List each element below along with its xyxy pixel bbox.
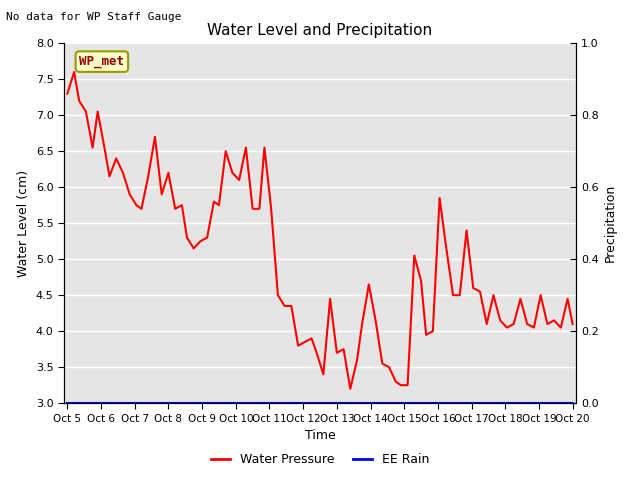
Title: Water Level and Precipitation: Water Level and Precipitation	[207, 23, 433, 38]
Y-axis label: Precipitation: Precipitation	[604, 184, 617, 263]
Text: No data for WP Staff Gauge: No data for WP Staff Gauge	[6, 12, 182, 22]
Legend: Water Pressure, EE Rain: Water Pressure, EE Rain	[206, 448, 434, 471]
Y-axis label: Water Level (cm): Water Level (cm)	[17, 169, 30, 277]
Text: WP_met: WP_met	[79, 55, 124, 68]
X-axis label: Time: Time	[305, 429, 335, 442]
